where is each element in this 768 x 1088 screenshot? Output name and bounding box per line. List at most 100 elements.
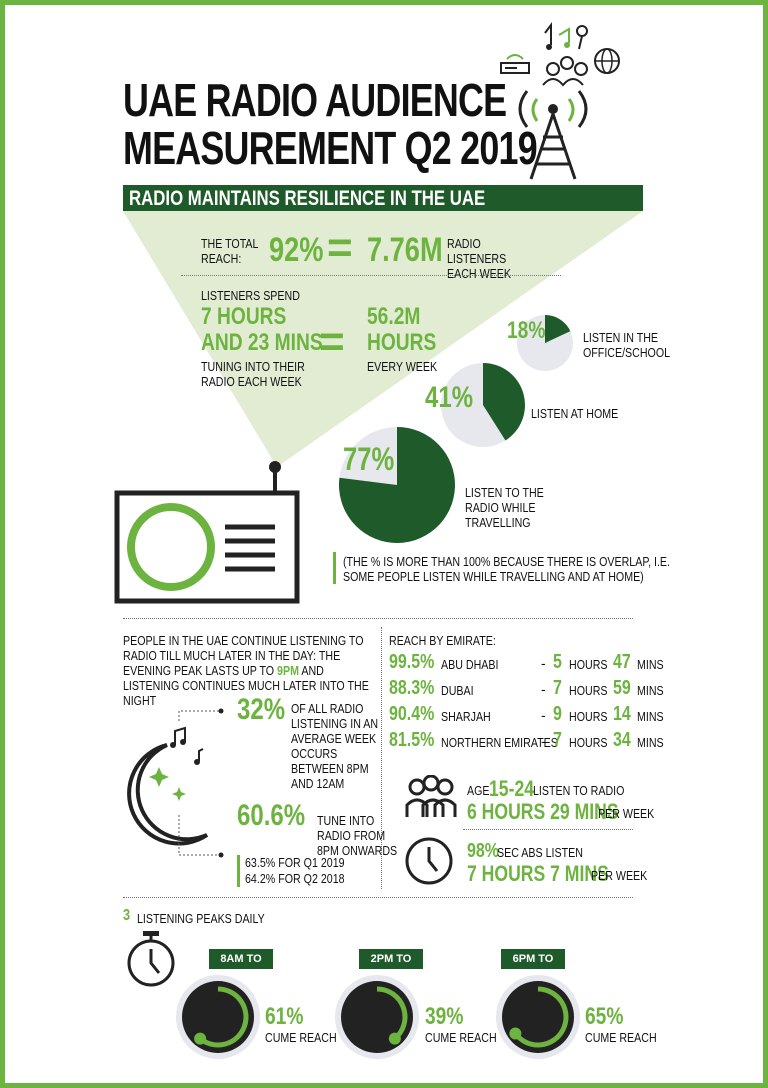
emirate-row: 99.5% ABU DHABI - 5 HOURS 47 MINS [389, 651, 689, 675]
evening-stat2-pct: 60.6% [237, 799, 306, 832]
evening-stat2-text-a: TUNE INTO RADIO FROM 8PM ONWARDS [317, 813, 398, 858]
emirate-pct: 99.5% [389, 651, 435, 673]
emirate-mins-unit: MINS [637, 683, 664, 698]
peak-pct-1: 61% [265, 1003, 304, 1030]
spend-hours-1: 56.2M [367, 303, 421, 330]
emirate-hours: 5 [553, 651, 562, 673]
pie-slice [545, 315, 571, 343]
emirate-row: 88.3% DUBAI - 7 HOURS 59 MINS [389, 677, 689, 701]
spend-hours-2: HOURS [367, 329, 437, 356]
divider-vertical [381, 627, 382, 889]
emirate-hours-unit: HOURS [569, 657, 608, 672]
pie-travel [338, 427, 455, 543]
emirate-mins: 59 [613, 677, 631, 699]
emirate-hours-unit: HOURS [569, 709, 608, 724]
gauge-dial [182, 981, 254, 1053]
emirate-row: 90.4% SHARJAH - 9 HOURS 14 MINS [389, 703, 689, 727]
emirate-mins: 47 [613, 651, 631, 673]
divider-3 [463, 829, 633, 830]
emirate-mins: 34 [613, 729, 631, 751]
reach-equals: = [327, 223, 353, 272]
emirate-mins-unit: MINS [637, 657, 664, 672]
location-pct-home: 41% [425, 381, 474, 414]
peak-time-2: 2PM TO 4PM [359, 949, 423, 985]
evening-sub-marker [237, 855, 240, 887]
emirates-heading: REACH BY EMIRATE: [389, 633, 496, 648]
spend-equals: = [319, 317, 345, 366]
banner-title: RADIO MAINTAINS RESILIENCE IN THE UAE [129, 187, 486, 210]
peak-label-2: CUME REACH [425, 1030, 497, 1045]
gauge-dial [502, 981, 574, 1053]
age-time: 6 HOURS 29 MINS [467, 799, 619, 824]
location-pies [338, 315, 573, 543]
peak-pct-2: 39% [425, 1003, 464, 1030]
age-per: PER WEEK [598, 806, 655, 821]
emirate-dash: - [541, 707, 546, 723]
reach-listeners-label: RADIO LISTENERS EACH WEEK [447, 236, 511, 281]
evening-sub-2: 64.2% FOR Q2 2018 [245, 871, 345, 886]
sec-per: PER WEEK [591, 868, 648, 883]
pie-home [441, 363, 525, 447]
spend-intro: LISTENERS SPEND [201, 288, 300, 303]
peak-gauges [176, 975, 580, 1059]
sec-label: SEC ABs LISTEN [497, 845, 583, 860]
evening-stat1-text: OF ALL RADIO LISTENING IN AN AVERAGE WEE… [291, 701, 379, 791]
title-line-1: UAE RADIO AUDIENCE [123, 74, 507, 126]
age-range: 15-24 [489, 776, 535, 801]
emirate-pct: 88.3% [389, 677, 435, 699]
reach-label: THE TOTAL REACH: [201, 236, 259, 266]
emirate-mins: 14 [613, 703, 631, 725]
banner-bar [123, 185, 643, 211]
location-label-travel: LISTEN TO THE RADIO WHILE TRAVELLING [465, 485, 544, 530]
divider-2 [123, 618, 633, 619]
emirate-pct: 90.4% [389, 703, 435, 725]
emirate-name: DUBAI [441, 683, 474, 698]
moon-icon [127, 708, 224, 858]
emirate-name: NORTHERN EMIRATES [441, 735, 558, 750]
emirate-mins-unit: MINS [637, 709, 664, 724]
peak-gauge-3 [496, 975, 580, 1059]
title-line-2: MEASUREMENT Q2 2019 [123, 122, 538, 174]
spend-time-2: AND 23 MINS [201, 329, 323, 356]
peak-gauge-2 [335, 975, 419, 1059]
emirate-hours-unit: HOURS [569, 683, 608, 698]
evening-stat1-pct: 32% [237, 693, 286, 726]
gauge-dial [341, 981, 413, 1053]
sec-pct: 98% [467, 840, 500, 862]
age-post: LISTEN TO RADIO [533, 783, 625, 798]
gauge-end-dot [388, 1032, 401, 1045]
emirate-row: 81.5% NORTHERN EMIRATES - 7 HOURS 34 MIN… [389, 729, 689, 753]
emirate-hours: 9 [553, 703, 562, 725]
pie-slice [483, 363, 525, 441]
emirate-mins-unit: MINS [637, 735, 664, 750]
location-pct-travel: 77% [343, 441, 395, 477]
emirate-pct: 81.5% [389, 729, 435, 751]
peak-label-3: CUME REACH [585, 1030, 657, 1045]
location-label-office: LISTEN IN THE OFFICE/SCHOOL [583, 330, 671, 360]
divider-4 [123, 897, 633, 898]
gauge-progress-arc [198, 986, 249, 1048]
emirate-name: SHARJAH [441, 709, 491, 724]
emirate-hours: 7 [553, 677, 562, 699]
peaks-heading: LISTENING PEAKS DAILY [137, 911, 265, 926]
emirate-name: ABU DHABI [441, 657, 499, 672]
peaks-count: 3 [123, 907, 131, 924]
radio-icon [114, 461, 300, 604]
peak-gauge-1 [176, 975, 260, 1059]
pie-office [517, 315, 573, 371]
reach-percent: 92% [269, 231, 324, 269]
emirate-hours-unit: HOURS [569, 735, 608, 750]
spend-outro: TUNING INTO THEIR RADIO EACH WEEK [201, 359, 305, 389]
age-pre: AGE [467, 783, 490, 798]
evening-sub-1: 63.5% FOR Q1 2019 [245, 855, 345, 870]
emirate-dash: - [541, 655, 546, 671]
gauge-progress-arc [513, 986, 569, 1048]
peak-label-1: CUME REACH [265, 1030, 337, 1045]
radio-tower-icon [500, 22, 620, 180]
emirate-dash: - [541, 733, 546, 749]
spend-hours-label: EVERY WEEK [367, 359, 438, 374]
gauge-end-dot [194, 1032, 207, 1045]
overlap-note: (THE % IS MORE THAN 100% BECAUSE THERE I… [343, 554, 671, 584]
spend-time-1: 7 HOURS [201, 303, 287, 330]
